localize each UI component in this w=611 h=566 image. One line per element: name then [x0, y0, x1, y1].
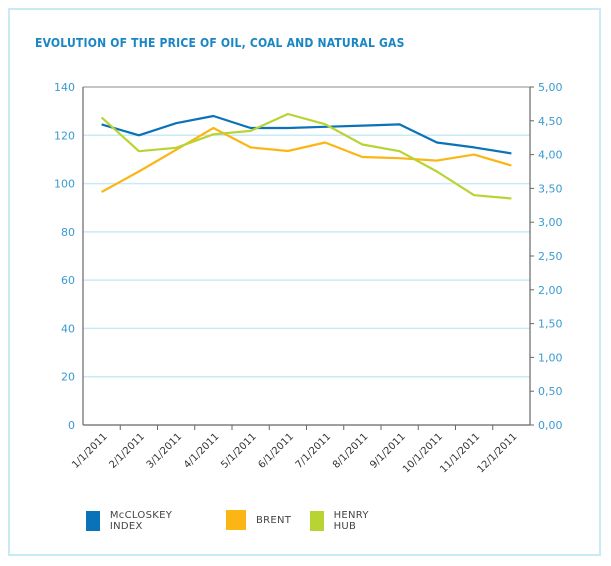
legend-item-mccloskey: McCLOSKEY INDEX: [86, 510, 178, 532]
gridlines: [83, 134, 530, 378]
x-tick-label: 4/1/2011: [182, 431, 222, 471]
legend-item-henry-hub: HENRY HUB: [310, 510, 375, 532]
legend-label-henry-hub: HENRY HUB: [333, 510, 369, 532]
y2-tick-label: 2,50: [538, 250, 563, 263]
series-line-brent: [101, 126, 512, 193]
y2-tick-label: 3,50: [538, 182, 563, 195]
y2-tick-label: 5,00: [538, 81, 563, 94]
x-tick-label: 8/1/2011: [331, 431, 371, 471]
y2-tick-label: 0,50: [538, 385, 563, 398]
x-tick-label: 3/1/2011: [145, 431, 185, 471]
series-lines: [100, 112, 512, 200]
y-axis-ticks: 0 20 40 60 80 100 120 140: [54, 81, 75, 432]
y2-tick-label: 4,50: [538, 115, 563, 128]
x-tick-label: 1/1/2011: [70, 431, 110, 471]
y2-tick-label: 0,00: [538, 419, 563, 432]
y2-tick-label: 2,00: [538, 284, 563, 297]
legend-swatch-henry-hub: [310, 511, 324, 531]
y-tick-label: 100: [54, 178, 75, 191]
y-tick-label: 0: [68, 419, 75, 432]
series-line-henry-hub: [100, 112, 512, 200]
y-tick-label: 20: [61, 371, 75, 384]
y2-tick-label: 4,00: [538, 149, 563, 162]
chart-title: EVOLUTION OF THE PRICE OF OIL, COAL AND …: [35, 36, 405, 50]
x-axis-ticks: 1/1/20112/1/20113/1/20114/1/20115/1/2011…: [70, 425, 519, 475]
y2-axis-ticks: 0,00 0,50 1,00 1,50 2,00 2,50 3,00 3,50 4,00 4,50…: [530, 81, 563, 432]
legend-label-brent: BRENT: [256, 514, 292, 526]
x-tick-label: 12/1/2011: [475, 431, 519, 475]
y-tick-label: 120: [54, 129, 75, 142]
legend-swatch-brent: [226, 510, 246, 530]
x-tick-label: 2/1/2011: [107, 431, 147, 471]
x-tick-label: 9/1/2011: [368, 431, 408, 471]
y-tick-label: 80: [61, 226, 75, 239]
x-tick-label: 5/1/2011: [219, 431, 259, 471]
series-line-mccloskey-index: [101, 114, 512, 155]
y-tick-label: 140: [54, 81, 75, 94]
legend-item-brent: BRENT: [226, 510, 291, 530]
y-tick-label: 40: [61, 322, 75, 335]
y-tick-label: 60: [61, 274, 75, 287]
x-tick-label: 7/1/2011: [294, 431, 334, 471]
x-tick-label: 6/1/2011: [256, 431, 296, 471]
y2-tick-label: 1,00: [538, 351, 563, 364]
y2-tick-label: 3,00: [538, 216, 563, 229]
legend-label-mccloskey: McCLOSKEY INDEX: [109, 510, 173, 532]
y2-tick-label: 1,50: [538, 318, 563, 331]
axes: [82, 86, 531, 426]
chart-frame: [8, 8, 601, 556]
legend-swatch-mccloskey: [86, 511, 100, 531]
